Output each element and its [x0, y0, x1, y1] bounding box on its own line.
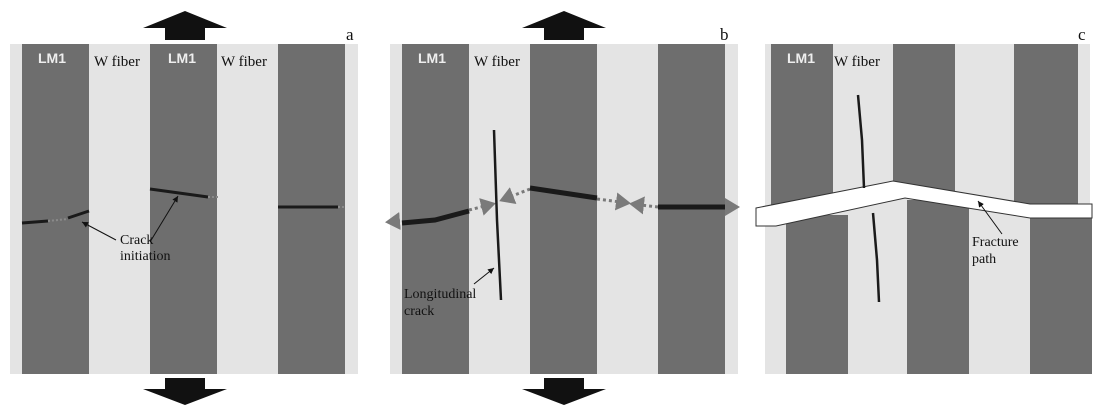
- panel-c-pointer-fracture: [977, 200, 1003, 235]
- panel-b-cracks: [385, 129, 740, 301]
- panel-b-letter: b: [720, 25, 729, 44]
- panel-c-lm-label-1: LM1: [787, 50, 815, 66]
- panel-b-propagation-2: [499, 187, 531, 204]
- panel-a-lm-label-1: LM1: [38, 50, 66, 66]
- panel-c-fiber-label-1: W fiber: [834, 54, 880, 70]
- panel-b-load-arrow-down: [522, 378, 606, 405]
- panel-b-propagation-4: [629, 196, 659, 215]
- panel-c-annotation-line-2: path: [972, 252, 996, 267]
- panel-c: LM1 W fiber c Fracture path: [755, 25, 1093, 374]
- panel-a-load-arrow-up: [143, 11, 227, 40]
- panel-b-load-arrow-up: [522, 11, 606, 40]
- panel-b-longitudinal-crack: [492, 129, 503, 301]
- panel-a-load-arrow-down: [143, 378, 227, 405]
- panel-a-fiber-label-2: W fiber: [221, 54, 267, 70]
- panel-c-matrix-band-lower-3: [1030, 215, 1092, 374]
- panel-c-longitudinal-crack-upper: [856, 94, 866, 189]
- panel-b-matrix-band-1: [402, 44, 469, 374]
- panel-a-pointer-2: [149, 195, 179, 243]
- panel-c-matrix-band-upper-2: [893, 44, 955, 194]
- panel-a-annotation-line-2: initiation: [120, 249, 171, 264]
- panel-a-lm-label-2: LM1: [168, 50, 196, 66]
- panel-c-matrix-band-upper-3: [1014, 44, 1078, 214]
- panel-a-cracks: [21, 187, 346, 225]
- panel-a-crack-3: [149, 187, 209, 199]
- panel-a-letter: a: [346, 25, 354, 44]
- panel-c-matrix-band-lower-1: [786, 215, 848, 374]
- panel-a-annotation-line-1: Crack: [120, 233, 153, 248]
- panel-a-matrix-band-1: [22, 44, 89, 374]
- panel-b-pointer-longitudinal: [473, 267, 495, 285]
- panel-c-matrix-band-upper-1: [771, 44, 833, 214]
- panel-c-matrix-band-lower-2: [907, 200, 969, 374]
- panel-c-letter: c: [1078, 25, 1086, 44]
- panel-a: LM1 LM1 W fiber W fiber a Crack initiati…: [10, 11, 358, 405]
- panel-b-annotation-line-1: Longitudinal: [404, 287, 476, 302]
- panel-a-fiber-label-1: W fiber: [94, 54, 140, 70]
- panel-b-lm-label-1: LM1: [418, 50, 446, 66]
- panel-b-propagation-3: [596, 192, 631, 211]
- panel-b-matrix-band-2: [530, 44, 597, 374]
- panel-a-matrix-band-3: [278, 44, 345, 374]
- panel-a-crack-1-tail: [47, 218, 69, 222]
- panel-a-pointer-1: [81, 221, 117, 241]
- panel-b: LM1 W fiber b Longitudinal crack: [385, 11, 740, 405]
- panel-b-annotation-line-2: crack: [404, 304, 434, 319]
- panel-b-propagation-1: [468, 198, 496, 216]
- panel-a-crack-1: [21, 219, 49, 225]
- panel-b-fiber-label-1: W fiber: [474, 54, 520, 70]
- panel-b-propagation-left: [385, 212, 401, 230]
- panel-c-longitudinal-crack-lower: [871, 212, 881, 303]
- panel-c-annotation-line-1: Fracture: [972, 235, 1019, 250]
- panel-a-matrix-band-2: [150, 44, 217, 374]
- panel-b-crack-1: [401, 208, 470, 226]
- panel-c-fracture-gap: [755, 180, 1093, 227]
- panel-b-crack-2: [529, 185, 598, 201]
- panel-a-crack-2: [67, 209, 90, 220]
